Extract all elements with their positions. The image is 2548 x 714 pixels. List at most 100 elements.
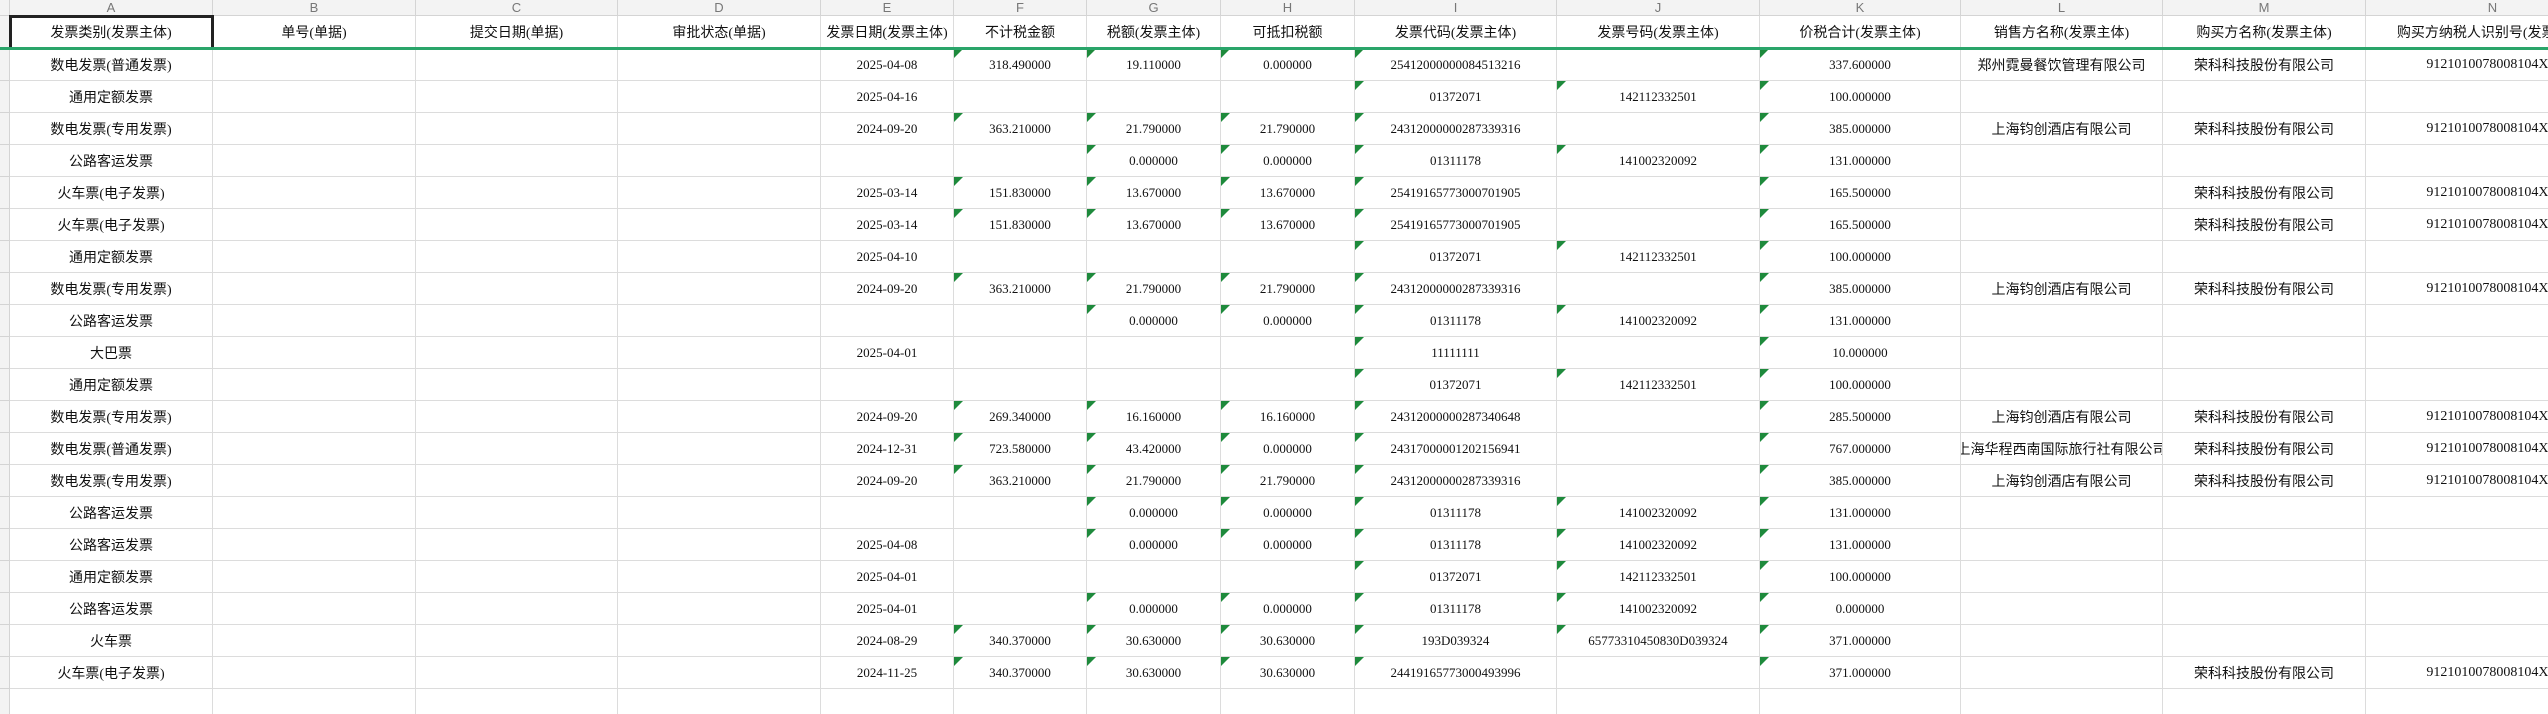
cell[interactable]: 10.000000 xyxy=(1760,337,1961,369)
cell[interactable] xyxy=(618,209,821,241)
cell[interactable]: 01311178 xyxy=(1355,529,1557,561)
cell[interactable] xyxy=(2366,529,2548,561)
cell[interactable] xyxy=(618,625,821,657)
cell[interactable] xyxy=(1961,241,2163,273)
cell[interactable]: 24317000001202156941 xyxy=(1355,433,1557,465)
cell[interactable] xyxy=(416,209,618,241)
cell[interactable] xyxy=(213,433,416,465)
cell[interactable] xyxy=(618,497,821,529)
cell[interactable] xyxy=(416,433,618,465)
cell[interactable]: 24312000000287339316 xyxy=(1355,113,1557,145)
cell[interactable] xyxy=(2163,337,2366,369)
cell[interactable]: 郑州霓曼餐饮管理有限公司 xyxy=(1961,49,2163,81)
cell[interactable]: 0.000000 xyxy=(1087,497,1221,529)
cell[interactable] xyxy=(213,273,416,305)
column-letter[interactable]: C xyxy=(416,0,618,16)
cell[interactable]: 2025-04-10 xyxy=(821,241,954,273)
cell[interactable] xyxy=(2163,497,2366,529)
cell[interactable]: 公路客运发票 xyxy=(10,145,213,177)
cell[interactable]: 24312000000287340648 xyxy=(1355,401,1557,433)
cell[interactable]: 165.500000 xyxy=(1760,177,1961,209)
cell[interactable]: 131.000000 xyxy=(1760,145,1961,177)
cell[interactable]: 2025-03-14 xyxy=(821,177,954,209)
cell[interactable] xyxy=(1961,369,2163,401)
cell[interactable]: 0.000000 xyxy=(1221,433,1355,465)
cell[interactable] xyxy=(2366,305,2548,337)
cell[interactable]: 43.420000 xyxy=(1087,433,1221,465)
cell[interactable] xyxy=(213,561,416,593)
cell[interactable] xyxy=(821,497,954,529)
cell[interactable] xyxy=(954,593,1087,625)
cell[interactable]: 2025-04-08 xyxy=(821,529,954,561)
cell[interactable] xyxy=(1355,689,1557,714)
cell[interactable]: 荣科科技股份有限公司 xyxy=(2163,401,2366,433)
cell[interactable] xyxy=(213,49,416,81)
cell[interactable] xyxy=(2163,305,2366,337)
cell[interactable]: 363.210000 xyxy=(954,465,1087,497)
cell[interactable] xyxy=(2163,241,2366,273)
cell[interactable]: 30.630000 xyxy=(1221,657,1355,689)
cell[interactable]: 318.490000 xyxy=(954,49,1087,81)
cell[interactable] xyxy=(1961,529,2163,561)
cell[interactable] xyxy=(2163,369,2366,401)
cell[interactable] xyxy=(2163,625,2366,657)
cell[interactable]: 2024-09-20 xyxy=(821,401,954,433)
cell[interactable] xyxy=(1557,657,1760,689)
cell[interactable]: 0.000000 xyxy=(1221,49,1355,81)
cell[interactable]: 385.000000 xyxy=(1760,113,1961,145)
cell[interactable] xyxy=(2366,369,2548,401)
cell[interactable] xyxy=(213,113,416,145)
header-cell[interactable]: 发票代码(发票主体) xyxy=(1355,16,1557,49)
cell[interactable]: 65773310450830D039324 xyxy=(1557,625,1760,657)
cell[interactable] xyxy=(618,465,821,497)
cell[interactable] xyxy=(416,113,618,145)
cell[interactable] xyxy=(416,401,618,433)
cell[interactable] xyxy=(1557,177,1760,209)
cell[interactable] xyxy=(416,529,618,561)
cell[interactable]: 2024-09-20 xyxy=(821,113,954,145)
cell[interactable]: 火车票 xyxy=(10,625,213,657)
column-letter[interactable]: F xyxy=(954,0,1087,16)
cell[interactable] xyxy=(618,337,821,369)
cell[interactable]: 公路客运发票 xyxy=(10,305,213,337)
cell[interactable] xyxy=(1221,561,1355,593)
cell[interactable]: 公路客运发票 xyxy=(10,497,213,529)
cell[interactable] xyxy=(416,145,618,177)
cell[interactable]: 火车票(电子发票) xyxy=(10,209,213,241)
cell[interactable] xyxy=(10,689,213,714)
cell[interactable]: 0.000000 xyxy=(1087,593,1221,625)
cell[interactable]: 9121010078008104XD xyxy=(2366,401,2548,433)
cell[interactable] xyxy=(954,337,1087,369)
cell[interactable]: 9121010078008104XD xyxy=(2366,177,2548,209)
cell[interactable] xyxy=(618,241,821,273)
column-letter[interactable]: J xyxy=(1557,0,1760,16)
cell[interactable]: 165.500000 xyxy=(1760,209,1961,241)
cell[interactable] xyxy=(2366,497,2548,529)
column-letter[interactable]: H xyxy=(1221,0,1355,16)
cell[interactable]: 142112332501 xyxy=(1557,81,1760,113)
column-letter[interactable]: L xyxy=(1961,0,2163,16)
cell[interactable] xyxy=(618,369,821,401)
cell[interactable] xyxy=(416,561,618,593)
cell[interactable] xyxy=(1961,81,2163,113)
cell[interactable]: 0.000000 xyxy=(1221,593,1355,625)
cell[interactable]: 30.630000 xyxy=(1221,625,1355,657)
column-letter[interactable]: K xyxy=(1760,0,1961,16)
column-letter[interactable]: G xyxy=(1087,0,1221,16)
cell[interactable]: 131.000000 xyxy=(1760,497,1961,529)
cell[interactable] xyxy=(618,145,821,177)
cell[interactable]: 385.000000 xyxy=(1760,465,1961,497)
cell[interactable]: 25419165773000701905 xyxy=(1355,177,1557,209)
cell[interactable]: 13.670000 xyxy=(1221,209,1355,241)
cell[interactable]: 269.340000 xyxy=(954,401,1087,433)
cell[interactable] xyxy=(1087,81,1221,113)
column-letter[interactable]: M xyxy=(2163,0,2366,16)
cell[interactable] xyxy=(1087,241,1221,273)
cell[interactable]: 193D039324 xyxy=(1355,625,1557,657)
header-cell[interactable]: 销售方名称(发票主体) xyxy=(1961,16,2163,49)
cell[interactable] xyxy=(2163,593,2366,625)
cell[interactable]: 131.000000 xyxy=(1760,529,1961,561)
cell[interactable]: 上海钧创酒店有限公司 xyxy=(1961,465,2163,497)
cell[interactable]: 通用定额发票 xyxy=(10,81,213,113)
cell[interactable]: 通用定额发票 xyxy=(10,561,213,593)
